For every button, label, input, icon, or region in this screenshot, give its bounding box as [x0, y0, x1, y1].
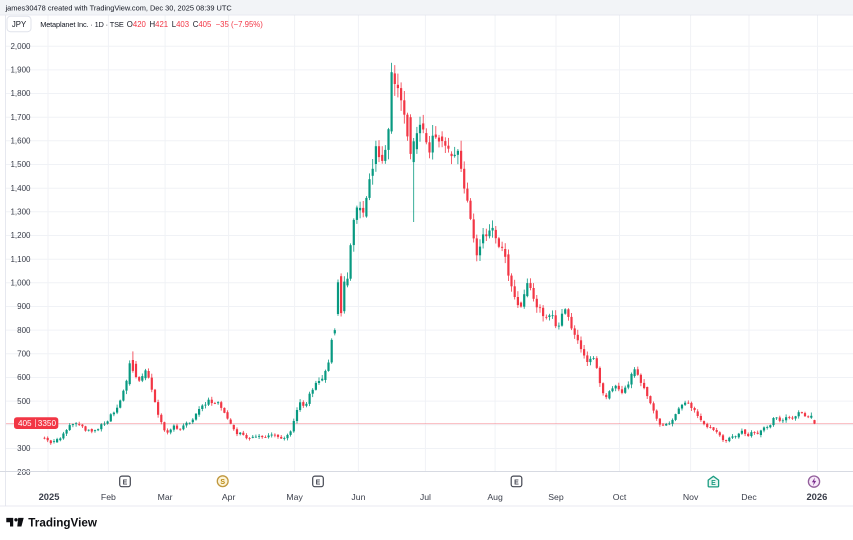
svg-text:1,100: 1,100 — [10, 255, 31, 264]
svg-text:Metaplanet Inc. · 1D · TSE: Metaplanet Inc. · 1D · TSE — [40, 20, 124, 29]
svg-text:3350: 3350 — [38, 419, 57, 428]
svg-text:E: E — [123, 479, 128, 486]
svg-text:500: 500 — [17, 397, 31, 406]
svg-text:TradingView: TradingView — [28, 516, 98, 529]
svg-text:1,700: 1,700 — [10, 113, 31, 122]
svg-text:Apr: Apr — [222, 492, 236, 502]
svg-text:Nov: Nov — [683, 492, 699, 502]
svg-text:900: 900 — [17, 302, 31, 311]
svg-text:1,600: 1,600 — [10, 137, 31, 146]
svg-text:1,400: 1,400 — [10, 184, 31, 193]
svg-text:2,000: 2,000 — [10, 42, 31, 51]
svg-text:JPY: JPY — [12, 20, 27, 29]
svg-text:2026: 2026 — [806, 491, 827, 502]
svg-text:1,500: 1,500 — [10, 160, 31, 169]
svg-text:E: E — [711, 480, 716, 487]
svg-text:2025: 2025 — [39, 491, 60, 502]
svg-text:Feb: Feb — [101, 492, 116, 502]
svg-text:Jul: Jul — [420, 492, 431, 502]
svg-text:E: E — [514, 479, 519, 486]
svg-text:1,200: 1,200 — [10, 231, 31, 240]
svg-text:1,000: 1,000 — [10, 279, 31, 288]
svg-text:May: May — [286, 492, 303, 502]
svg-text:1,800: 1,800 — [10, 89, 31, 98]
svg-text:Aug: Aug — [487, 492, 503, 502]
svg-text:Sep: Sep — [548, 492, 564, 502]
svg-text:800: 800 — [17, 326, 31, 335]
svg-text:200: 200 — [17, 468, 31, 477]
svg-text:Mar: Mar — [158, 492, 173, 502]
svg-text:S: S — [220, 479, 225, 486]
svg-text:E: E — [316, 479, 321, 486]
svg-text:300: 300 — [17, 444, 31, 453]
svg-text:1,900: 1,900 — [10, 66, 31, 75]
svg-text:405: 405 — [18, 419, 32, 428]
svg-text:james30478 created with Tradin: james30478 created with TradingView.com,… — [5, 4, 233, 13]
svg-text:1,300: 1,300 — [10, 208, 31, 217]
svg-text:600: 600 — [17, 373, 31, 382]
svg-text:700: 700 — [17, 350, 31, 359]
svg-text:Oct: Oct — [613, 492, 627, 502]
svg-text:Jun: Jun — [351, 492, 365, 502]
svg-text:Dec: Dec — [741, 492, 757, 502]
